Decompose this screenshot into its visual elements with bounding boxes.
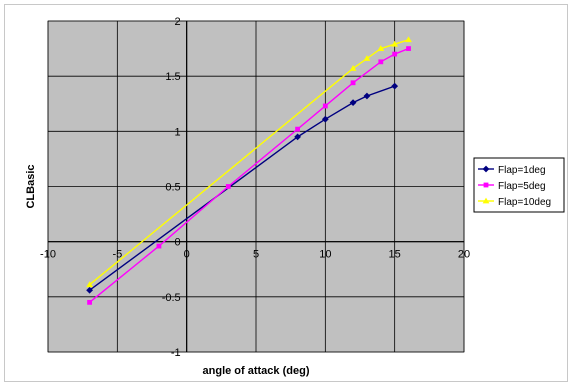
y-tick-label: -0.5 [162, 292, 181, 304]
legend-item: Flap=10deg [478, 197, 551, 208]
data-point [349, 65, 357, 71]
x-tick-label: 10 [319, 249, 331, 261]
legend: Flap=1deg Flap=5deg Flap=10deg [473, 157, 565, 213]
data-point [349, 99, 357, 107]
data-point [405, 36, 412, 43]
data-point [156, 243, 162, 249]
series-1 [87, 46, 411, 305]
x-tick-label: 0 [184, 249, 190, 261]
legend-item: Flap=5deg [478, 181, 546, 192]
axes [48, 21, 464, 352]
data-point [86, 281, 93, 288]
y-tick-label: 2 [175, 16, 181, 28]
series-2 [86, 36, 412, 288]
data-point [350, 80, 356, 86]
series-0 [86, 82, 399, 294]
y-axis-title: CLBasic [25, 164, 37, 208]
legend-swatch-marker [482, 197, 490, 204]
y-tick-label: -1 [171, 347, 181, 359]
data-point [322, 103, 328, 109]
legend-label: Flap=10deg [498, 197, 551, 208]
x-tick-label: -10 [40, 249, 56, 261]
legend-swatch-marker [482, 165, 490, 173]
data-point [363, 92, 371, 100]
series-layer [86, 36, 412, 305]
series-line [89, 39, 409, 286]
legend-item: Flap=1deg [478, 165, 546, 176]
x-tick-label: 15 [389, 249, 401, 261]
y-tick-label: 0.5 [165, 182, 180, 194]
data-point [295, 126, 300, 132]
tick-labels: -10 -5 0 5 10 15 20 -1 -0.5 0 0.5 1 1.5 2 [40, 16, 470, 359]
y-tick-label: 1.5 [165, 71, 180, 83]
y-tick-label: 1 [175, 126, 181, 138]
x-axis-title: angle of attack (deg) [203, 365, 310, 377]
data-point [321, 115, 329, 123]
data-point [391, 40, 399, 47]
legend-swatch-marker [483, 182, 489, 188]
data-point [363, 55, 371, 61]
data-point [378, 59, 384, 65]
y-tick-label: 0 [175, 237, 181, 249]
legend-label: Flap=5deg [498, 181, 546, 192]
data-point [392, 51, 398, 57]
data-point [391, 82, 399, 90]
x-tick-label: 20 [458, 249, 470, 261]
x-tick-label: 5 [253, 249, 259, 261]
data-point [406, 46, 411, 51]
x-tick-label: -5 [112, 249, 122, 261]
data-point [86, 286, 93, 294]
data-point [225, 184, 231, 189]
series-line [89, 85, 395, 291]
data-point [294, 133, 301, 141]
legend-label: Flap=1deg [498, 165, 546, 176]
data-point [377, 45, 385, 51]
data-point [87, 299, 92, 305]
